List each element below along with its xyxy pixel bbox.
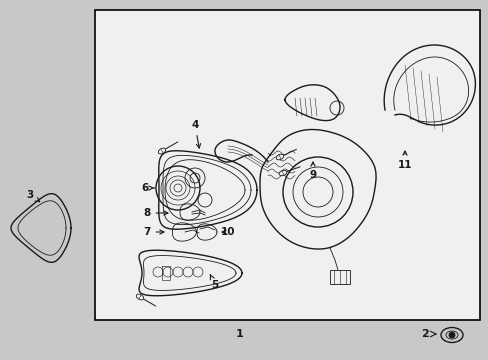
- Text: 4: 4: [191, 120, 200, 148]
- Ellipse shape: [276, 154, 283, 160]
- Text: 3: 3: [26, 190, 40, 202]
- Text: 9: 9: [309, 162, 316, 180]
- Ellipse shape: [136, 294, 143, 300]
- Text: 5: 5: [210, 275, 218, 290]
- Text: 10: 10: [220, 227, 235, 237]
- Bar: [95, 10, 479, 320]
- Text: 2: 2: [420, 329, 428, 339]
- Text: 8: 8: [143, 208, 168, 218]
- Text: 11: 11: [397, 151, 411, 170]
- Text: 6: 6: [141, 183, 154, 193]
- Bar: [329, 270, 349, 284]
- Text: 1: 1: [236, 329, 244, 339]
- Text: 7: 7: [143, 227, 163, 237]
- Ellipse shape: [279, 170, 286, 176]
- Circle shape: [448, 332, 454, 338]
- Ellipse shape: [158, 148, 165, 154]
